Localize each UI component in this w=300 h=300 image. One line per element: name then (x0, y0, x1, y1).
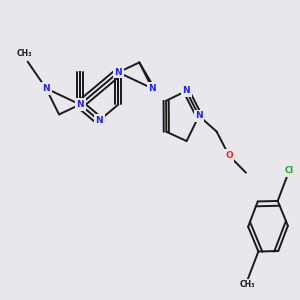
Text: N: N (76, 100, 84, 109)
Text: N: N (76, 100, 84, 109)
Text: CH₃: CH₃ (240, 280, 255, 290)
Text: CH₃: CH₃ (16, 49, 32, 58)
Text: N: N (42, 84, 50, 93)
Text: N: N (115, 68, 122, 77)
Text: N: N (195, 111, 203, 120)
Text: N: N (148, 84, 156, 93)
Text: O: O (225, 151, 233, 160)
Text: N: N (95, 116, 103, 125)
Text: N: N (182, 86, 190, 95)
Text: Cl: Cl (285, 166, 294, 175)
